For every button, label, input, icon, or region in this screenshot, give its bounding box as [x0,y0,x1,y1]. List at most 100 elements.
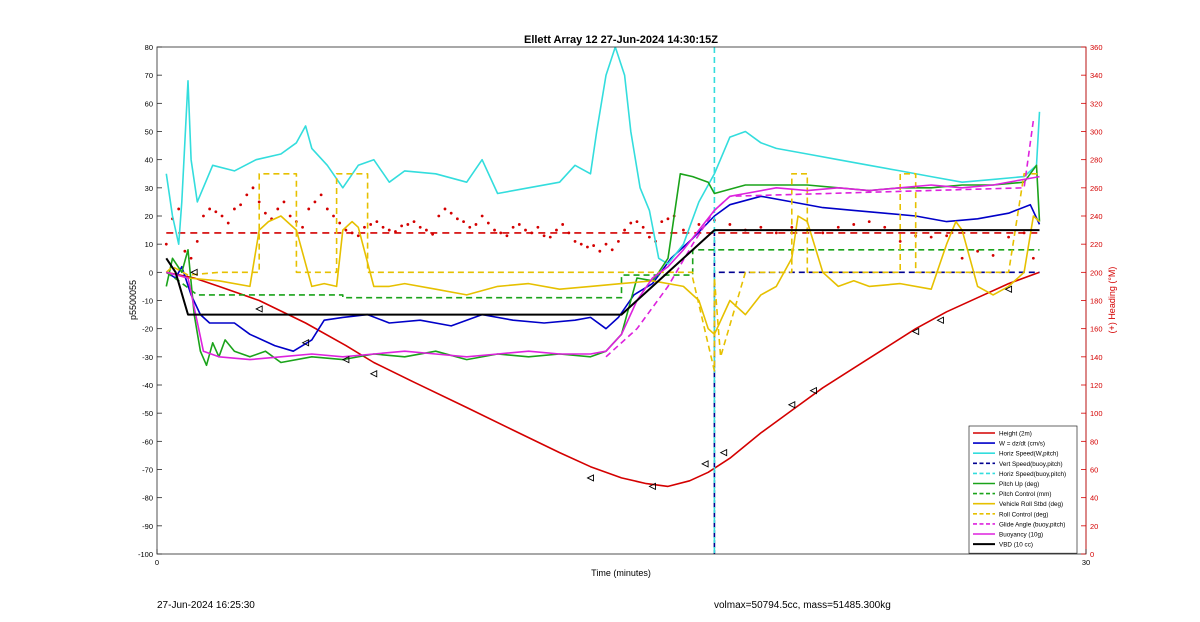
heading-point [836,225,840,229]
y-tick-label-18: 80 [145,43,153,52]
chart-title: Ellett Array 12 27-Jun-2024 14:30:15Z [524,34,718,46]
y-tick-label-14: 40 [145,156,153,165]
y-tick-label-15: 50 [145,128,153,137]
height-marker [255,305,263,313]
y2-tick-label-15: 300 [1090,128,1103,137]
heading-point [375,220,379,224]
y-axis-label: p5500055 [128,280,138,320]
height-marker [341,355,350,364]
heading-point [486,221,490,225]
heading-point [220,214,224,218]
heading-point [437,214,441,218]
legend-label-glide-angle-buoy-pitch: Glide Angle (buoy,pitch) [999,521,1065,528]
y-tick-label-4: -60 [142,437,153,446]
heading-point [617,239,620,243]
heading-point [462,220,465,224]
heading-point [363,225,366,229]
heading-point [586,245,589,249]
y2-tick-label-3: 60 [1090,466,1098,475]
y-tick-label-9: -10 [142,297,153,306]
heading-point [610,248,614,252]
heading-point [177,207,181,211]
height-marker [701,460,709,468]
y2-tick-label-0: 0 [1090,550,1094,559]
legend-label-horiz-speed-buoy-pitch: Horiz Speed(buoy,pitch) [999,471,1066,478]
y-tick-label-5: -50 [142,409,153,418]
heading-point [233,207,236,211]
heading-point [208,207,212,211]
heading-point [929,235,933,239]
bottom-axis: 0 30 [155,549,1090,567]
heading-point [226,221,230,225]
heading-point [945,234,949,238]
heading-point [641,225,645,229]
heading-point [598,249,602,253]
y2-tick-label-12: 240 [1090,212,1103,221]
heading-point [344,228,348,232]
right-axis: 0 20 40 60 80 100 120 140 160 180 200 220 240 260 280 3… [1081,43,1103,559]
heading-point [867,220,871,224]
heading-point [455,217,459,221]
y-tick-label-2: -80 [142,494,153,503]
heading-point [338,221,342,225]
heading-point [381,225,385,229]
series-horiz-speed-w-pitch [165,47,1041,265]
series-buoyancy-10g [166,175,1040,361]
heading-point [263,211,267,215]
series-w-dz-dt-cm-s [165,195,1041,353]
heading-point [592,244,596,247]
y2-tick-label-16: 320 [1090,99,1103,108]
y-tick-label-11: 10 [145,240,153,249]
heading-point [313,200,317,204]
heading-point [1031,256,1035,260]
legend-label-w-dz-dt-cm-s: W = dz/dt (cm/s) [999,441,1045,448]
y-tick-label-13: 30 [145,184,153,193]
heading-point [647,235,651,239]
y2-tick-label-18: 360 [1090,43,1103,52]
heading-point [356,234,360,238]
heading-point [573,239,577,243]
heading-point [960,256,964,260]
heading-point [511,225,515,229]
y2-tick-label-6: 120 [1090,381,1103,390]
y-tick-label-10: 0 [149,268,153,277]
heading-point [898,239,902,243]
x-axis-label: Time (minutes) [591,568,651,578]
y-tick-label-7: -30 [142,353,153,362]
heading-point [774,231,778,235]
legend-label-buoyancy-10g: Buoyancy (10g) [999,532,1043,539]
heading-point [412,220,416,224]
heading-point [1007,235,1010,239]
heading-point [604,242,608,246]
height-marker [1004,285,1013,293]
heading-point [400,224,404,228]
heading-point [319,193,323,197]
y2-tick-label-13: 260 [1090,184,1103,193]
heading-point [394,230,397,233]
heading-point [239,203,243,207]
legend-label-horiz-speed-w-pitch: Horiz Speed(W,pitch) [999,451,1059,458]
heading-point [530,231,534,235]
heading-point [697,223,701,226]
y2-tick-label-2: 40 [1090,494,1098,503]
heading-point [517,223,521,226]
height-marker [586,474,594,482]
heading-point [561,223,565,226]
heading-point [682,228,685,232]
heading-point [301,225,304,229]
heading-point [524,228,527,232]
y2-tick-label-11: 220 [1090,240,1103,249]
y2-tick-label-8: 160 [1090,325,1103,334]
heading-point [282,200,286,204]
heading-point [555,228,558,232]
heading-point [164,242,168,246]
heading-point [202,214,205,218]
y-tick-label-17: 70 [145,71,153,80]
heading-point [852,223,856,226]
height-marker [190,268,198,277]
heading-point [468,225,472,229]
heading-point [660,220,664,224]
heading-point [493,228,496,232]
heading-point [183,249,187,253]
